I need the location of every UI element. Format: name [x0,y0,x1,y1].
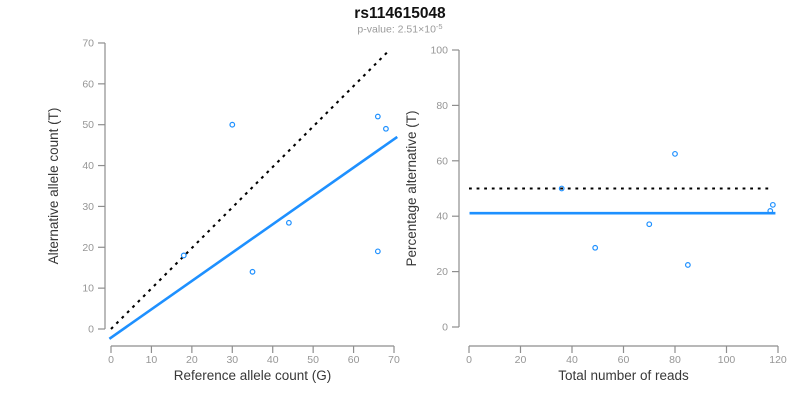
x-tick-label: 80 [669,354,681,366]
x-axis-title: Total number of reads [558,368,689,383]
x-tick-label: 50 [307,354,319,366]
y-axis-title: Percentage alternative (T) [404,110,419,266]
y-tick-label: 10 [82,283,94,295]
fit-line [108,135,398,340]
x-tick-label: 120 [769,354,787,366]
x-tick-label: 30 [226,354,238,366]
y-tick-label: 0 [442,322,448,334]
x-tick-label: 70 [388,354,400,366]
y-tick-label: 70 [82,37,94,49]
y-tick-label: 20 [82,242,94,254]
y-tick-label: 0 [88,324,94,336]
x-tick-label: 40 [267,354,279,366]
data-point [592,244,599,251]
y-tick-label: 50 [82,119,94,131]
y-tick-label: 30 [82,201,94,213]
x-tick-label: 100 [718,354,736,366]
y-tick-label: 40 [436,211,448,223]
data-point [374,248,381,255]
x-axis-title: Reference allele count (G) [174,368,332,383]
x-tick-label: 0 [108,354,114,366]
x-tick-label: 60 [348,354,360,366]
y-tick-label: 100 [430,45,448,57]
data-point [672,150,678,157]
p-value-exponent: -5 [435,22,443,31]
allele-count-scatter-plot: 0 10 20 30 40 50 60 70 0 10 20 30 40 50 60 70 Reference … [46,37,400,383]
data-point [229,121,236,128]
x-tick-label: 20 [515,354,527,366]
y-tick-label: 20 [436,266,448,278]
data-point [180,252,187,259]
data-point [374,113,381,120]
data-point [684,262,691,268]
x-tick-label: 40 [566,354,578,366]
x-tick-label: 60 [618,354,630,366]
y-axis-title: Alternative allele count (T) [46,108,61,265]
identity-line [110,51,388,330]
percentage-reads-scatter-plot: 0 20 40 60 80 100 0 20 40 60 80 100 120 Total number … [404,45,787,384]
x-tick-label: 10 [146,354,158,366]
data-point [558,185,565,192]
data-point [285,219,292,226]
data-point [249,268,256,275]
x-tick-label: 0 [466,354,472,366]
y-tick-label: 60 [82,78,94,90]
p-value-text: p-value: 2.51×10 [357,23,436,36]
y-tick-label: 40 [82,160,94,172]
y-tick-label: 60 [436,155,448,167]
y-tick-label: 80 [436,100,448,112]
data-point [767,208,774,214]
p-value-subtitle: p-value: 2.51×10-5 [0,21,800,36]
data-point [646,221,653,228]
data-point [383,125,389,132]
x-tick-label: 20 [186,354,198,366]
data-point [769,201,776,208]
page-title: rs114615048 [354,5,446,22]
